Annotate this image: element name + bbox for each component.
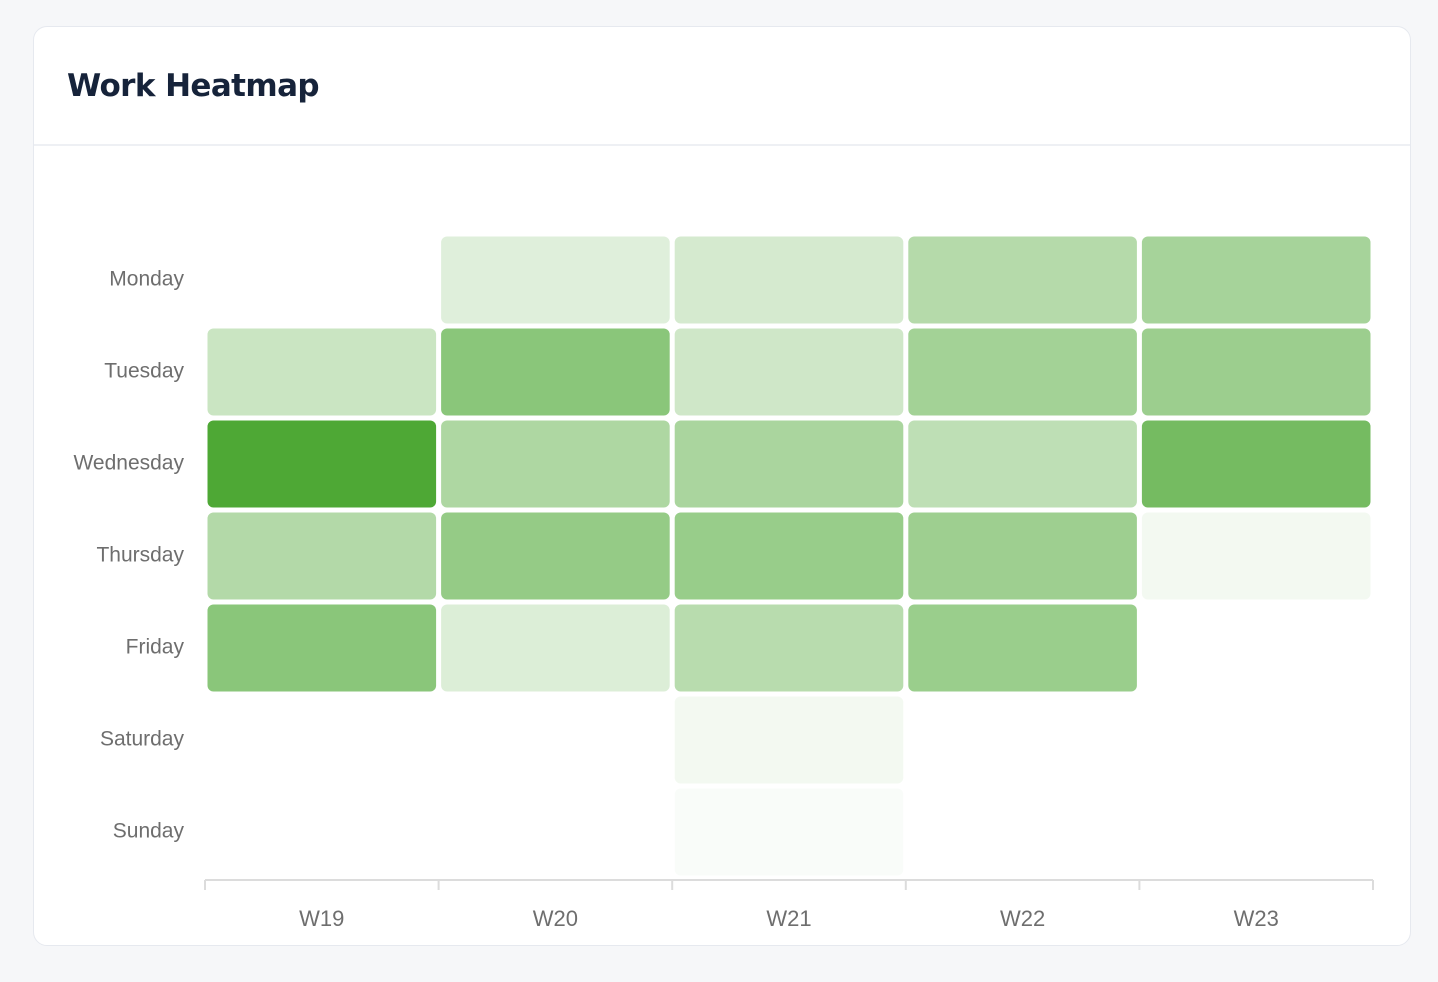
heatmap-cell-thursday-w20[interactable] (441, 512, 670, 600)
heatmap-cell-tuesday-w22[interactable] (908, 328, 1137, 416)
heatmap-cell-monday-w21[interactable] (674, 236, 904, 324)
y-axis-label: Sunday (113, 820, 185, 843)
y-axis-label: Friday (126, 636, 185, 659)
heatmap-cell-tuesday-w20[interactable] (441, 328, 670, 416)
heatmap-cell-thursday-w23[interactable] (1141, 512, 1371, 600)
heatmap-cell-sunday-w21[interactable] (675, 789, 904, 876)
y-axis-label: Thursday (96, 544, 184, 567)
card-header: Work Heatmap (34, 27, 1410, 146)
heatmap-cell-wednesday-w23[interactable] (1141, 420, 1371, 508)
x-axis-label: W20 (533, 906, 578, 931)
y-axis-label: Tuesday (104, 360, 184, 383)
heatmap-cell-tuesday-w19[interactable] (207, 328, 437, 416)
heatmap-chart: Monday Tuesday Wednesday Thursday Friday Satu… (73, 236, 1374, 931)
y-axis-label: Wednesday (73, 452, 184, 475)
heatmap-cell-thursday-w22[interactable] (908, 512, 1137, 600)
heatmap-cell-thursday-w21[interactable] (674, 512, 904, 600)
x-axis-label: W22 (1000, 906, 1045, 931)
heatmap-cell-friday-w21[interactable] (674, 604, 904, 692)
y-axis-label: Monday (109, 268, 184, 291)
heatmap-cell-tuesday-w23[interactable] (1141, 328, 1371, 416)
x-axis-label: W23 (1234, 906, 1279, 931)
heatmap-cell-monday-w20[interactable] (441, 236, 670, 324)
heatmap-cell-friday-w20[interactable] (441, 604, 670, 692)
heatmap-cell-thursday-w19[interactable] (207, 512, 437, 600)
heatmap-cell-tuesday-w21[interactable] (674, 328, 904, 416)
heatmap-cell-monday-w22[interactable] (908, 236, 1137, 324)
x-axis-label: W21 (766, 906, 811, 931)
y-axis-label: Saturday (100, 728, 185, 751)
heatmap-card: Work Heatmap Monday Tuesday Wednesday Thurs… (33, 26, 1411, 946)
heatmap-cell-friday-w22[interactable] (908, 604, 1137, 692)
card-title: Work Heatmap (67, 67, 320, 104)
x-axis-label: W19 (299, 906, 344, 931)
heatmap-cell-friday-w19[interactable] (207, 604, 437, 692)
heatmap-cell-wednesday-w19[interactable] (207, 420, 437, 508)
heatmap-cell-monday-w23[interactable] (1141, 236, 1371, 324)
heatmap-cell-saturday-w21[interactable] (674, 696, 904, 784)
heatmap-cell-wednesday-w22[interactable] (908, 420, 1137, 508)
heatmap-cell-wednesday-w20[interactable] (441, 420, 670, 508)
chart-area: Monday Tuesday Wednesday Thursday Friday Satu… (34, 146, 1410, 945)
heatmap-cell-wednesday-w21[interactable] (674, 420, 904, 508)
